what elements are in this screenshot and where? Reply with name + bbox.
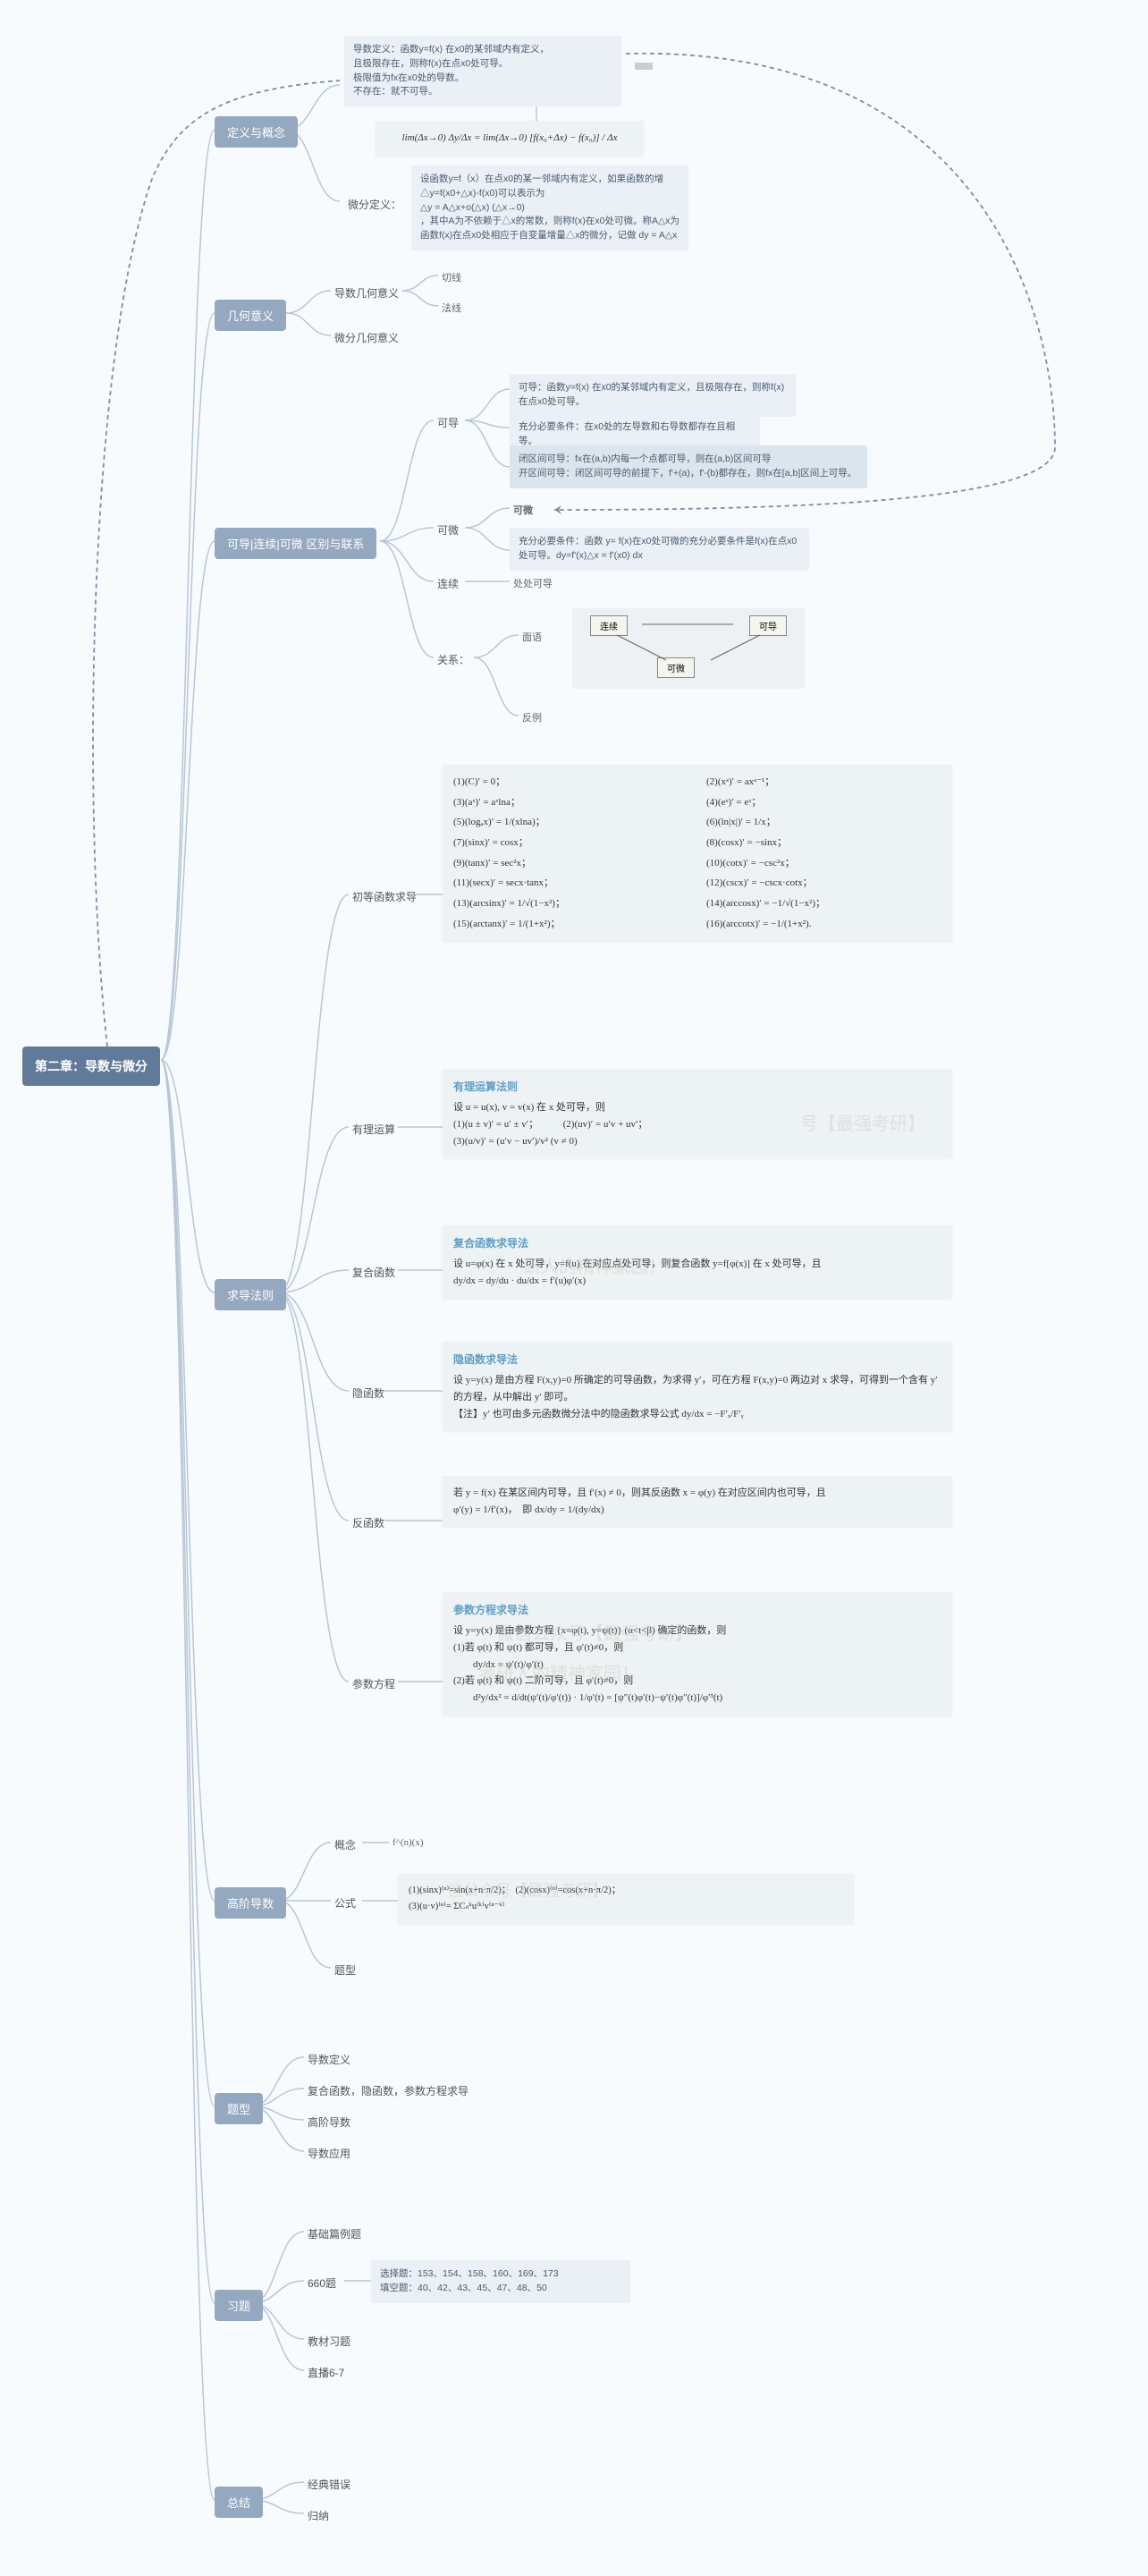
formula-limit: lim(Δx→0) Δy/Δx = lim(Δx→0) [f(x₀+Δx) − … (376, 121, 644, 156)
label-guanxi: 关系： (434, 650, 473, 669)
label-t-gaojie: 高阶导数 (304, 2113, 354, 2131)
label-fanli: 反例 (519, 708, 545, 726)
label-lianxu: 连续 (434, 574, 462, 593)
label-youli: 有理运算 (349, 1120, 399, 1139)
formula-youli: 有理运算法则 设 u = u(x), v = v(x) 在 x 处可导，则 (1… (443, 1069, 952, 1158)
yinhan-body: 设 y=y(x) 是由方程 F(x,y)=0 所确定的可导函数，为求得 y′，可… (453, 1372, 941, 1422)
label-fuhe: 复合函数 (349, 1263, 399, 1282)
formula-canshu: 参数方程求导法 设 y=y(x) 是由参数方程 {x=φ(t), y=ψ(t)}… (443, 1592, 952, 1716)
note-kedao3: 闭区间可导：fx在(a,b)内每一个点都可导，则在(a,b)区间可导 开区间可导… (510, 445, 867, 488)
f12: (12)(cscx)′ = −cscx·cotx； (706, 875, 941, 892)
note-diff-def: 设函数y=f（x）在点x0的某一邻域内有定义，如果函数的增△y=f(x0+△x)… (411, 165, 688, 250)
canshu-title: 参数方程求导法 (453, 1601, 941, 1619)
f16: (16)(arccotx)′ = −1/(1+x²). (706, 916, 941, 933)
formula-basic-derivatives: (1)(C)′ = 0； (2)(xᵃ)′ = axᵃ⁻¹； (3)(aˣ)′ … (443, 765, 952, 942)
note-kewei: 充分必要条件：函数 y= f(x)在x0处可微的充分必要条件是f(x)在点x0处… (510, 528, 809, 571)
label-gongshi: 公式 (331, 1894, 359, 1912)
formula-yinhan: 隐函数求导法 设 y=y(x) 是由方程 F(x,y)=0 所确定的可导函数，为… (443, 1342, 952, 1431)
branch-differentiable: 可导|连续|可微 区别与联系 (215, 528, 376, 559)
label-t-daoshu: 导数定义 (304, 2050, 354, 2069)
root-node: 第二章：导数与微分 (22, 1046, 160, 1086)
label-mianyu: 面语 (519, 628, 545, 646)
f9: (9)(tanx)′ = sec²x； (453, 855, 688, 872)
branch-higher-order: 高阶导数 (215, 1887, 286, 1919)
branch-types: 题型 (215, 2093, 263, 2124)
formula-fanhan: 若 y = f(x) 在某区间内可导，且 f′(x) ≠ 0，则其反函数 x =… (443, 1476, 952, 1527)
f6: (6)(ln|x|)′ = 1/x； (706, 814, 941, 831)
label-chu: 处处可导 (510, 574, 556, 592)
f4: (4)(eˣ)′ = eˣ； (706, 794, 941, 811)
label-diff-def: 微分定义： (344, 195, 405, 214)
yinhan-title: 隐函数求导法 (453, 1351, 941, 1368)
youli-title: 有理运算法则 (453, 1078, 941, 1096)
label-z-jingdian: 经典错误 (304, 2475, 354, 2494)
formula-fuhe: 复合函数求导法 设 u=φ(x) 在 x 处可导，y=f(u) 在对应点处可导，… (443, 1225, 952, 1299)
f14: (14)(arccosx)′ = −1/√(1−x²)； (706, 895, 941, 912)
label-geom-deriv: 导数几何意义 (331, 284, 402, 302)
label-yinhan: 隐函数 (349, 1384, 388, 1402)
label-tangent: 切线 (438, 268, 465, 286)
f7: (7)(sinx)′ = cosx； (453, 835, 688, 852)
label-x-jichu: 基础篇例题 (304, 2224, 365, 2243)
label-geom-diff: 微分几何意义 (331, 328, 402, 347)
f8: (8)(cosx)′ = −sinx； (706, 835, 941, 852)
label-fanhan: 反函数 (349, 1513, 388, 1532)
branch-summary: 总结 (215, 2487, 263, 2518)
label-gainan: 概念 (331, 1835, 359, 1854)
label-chudeng: 初等函数求导 (349, 887, 420, 906)
note-deriv-def: 导数定义：函数y=f(x) 在x0的某邻域内有定义， 且极限存在，则称f(x)在… (344, 36, 621, 106)
label-x-660: 660题 (304, 2274, 340, 2292)
f13: (13)(arcsinx)′ = 1/√(1−x²)； (453, 895, 688, 912)
collapse-marker[interactable] (635, 63, 653, 70)
note-660: 选择题：153、154、158、160、169、173 填空题：40、42、43… (371, 2260, 630, 2303)
f2: (2)(xᵃ)′ = axᵃ⁻¹； (706, 774, 941, 791)
label-x-jiaocai: 教材习题 (304, 2332, 354, 2351)
f5: (5)(logₐx)′ = 1/(xlna)； (453, 814, 688, 831)
relationship-diagram: 连续 可导 可微 (572, 608, 805, 689)
branch-geometry: 几何意义 (215, 300, 286, 331)
f15: (15)(arctanx)′ = 1/(1+x²)； (453, 916, 688, 933)
label-normal: 法线 (438, 299, 465, 317)
label-kewei2: 可微 (510, 501, 536, 519)
branch-rules: 求导法则 (215, 1279, 286, 1310)
label-fn: f^(n)(x) (389, 1835, 426, 1850)
f1: (1)(C)′ = 0； (453, 774, 688, 791)
f3: (3)(aˣ)′ = aˣlna； (453, 794, 688, 811)
label-z-guina: 归纳 (304, 2506, 333, 2525)
branch-exercises: 习题 (215, 2290, 263, 2321)
label-canshu: 参数方程 (349, 1674, 399, 1693)
f11: (11)(secx)′ = secx·tanx； (453, 875, 688, 892)
branch-definition: 定义与概念 (215, 116, 298, 148)
fuhe-title: 复合函数求导法 (453, 1234, 941, 1252)
note-kedao1: 可导：函数y=f(x) 在x0的某邻域内有定义，且极限存在，则称f(x)在点x0… (510, 374, 796, 417)
label-x-zhibo: 直播6-7 (304, 2363, 348, 2382)
f10: (10)(cotx)′ = −csc²x； (706, 855, 941, 872)
label-t-fuhe: 复合函数，隐函数，参数方程求导 (304, 2081, 472, 2100)
label-kedao: 可导 (434, 413, 462, 432)
label-kewei: 可微 (434, 521, 462, 539)
label-tixing2: 题型 (331, 1961, 359, 1979)
label-t-yingyong: 导数应用 (304, 2144, 354, 2163)
